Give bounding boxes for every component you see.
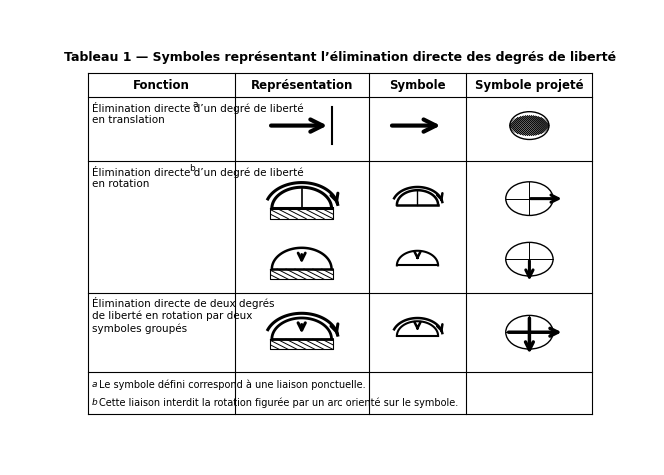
Text: Élimination directe de deux degrés
de liberté en rotation par deux
symboles grou: Élimination directe de deux degrés de li… (92, 297, 274, 334)
Text: Symbole: Symbole (389, 79, 446, 92)
Text: a: a (91, 380, 97, 389)
Text: Le symbole défini correspond à une liaison ponctuelle.: Le symbole défini correspond à une liais… (100, 380, 366, 390)
Text: b: b (91, 398, 97, 407)
Text: Cette liaison interdit la rotation figurée par un arc orienté sur le symbole.: Cette liaison interdit la rotation figur… (100, 398, 459, 408)
Text: Tableau 1 — Symboles représentant l’élimination directe des degrés de liberté: Tableau 1 — Symboles représentant l’élim… (64, 51, 616, 64)
Text: Symbole projeté: Symbole projeté (475, 79, 584, 92)
Text: b: b (189, 164, 195, 173)
Text: Fonction: Fonction (133, 79, 190, 92)
Text: Élimination directe d’un degré de liberté
en rotation: Élimination directe d’un degré de libert… (92, 166, 303, 189)
Text: Élimination directe d’un degré de liberté
en translation: Élimination directe d’un degré de libert… (92, 102, 303, 125)
Text: Représentation: Représentation (250, 79, 353, 92)
Text: a: a (192, 100, 198, 109)
